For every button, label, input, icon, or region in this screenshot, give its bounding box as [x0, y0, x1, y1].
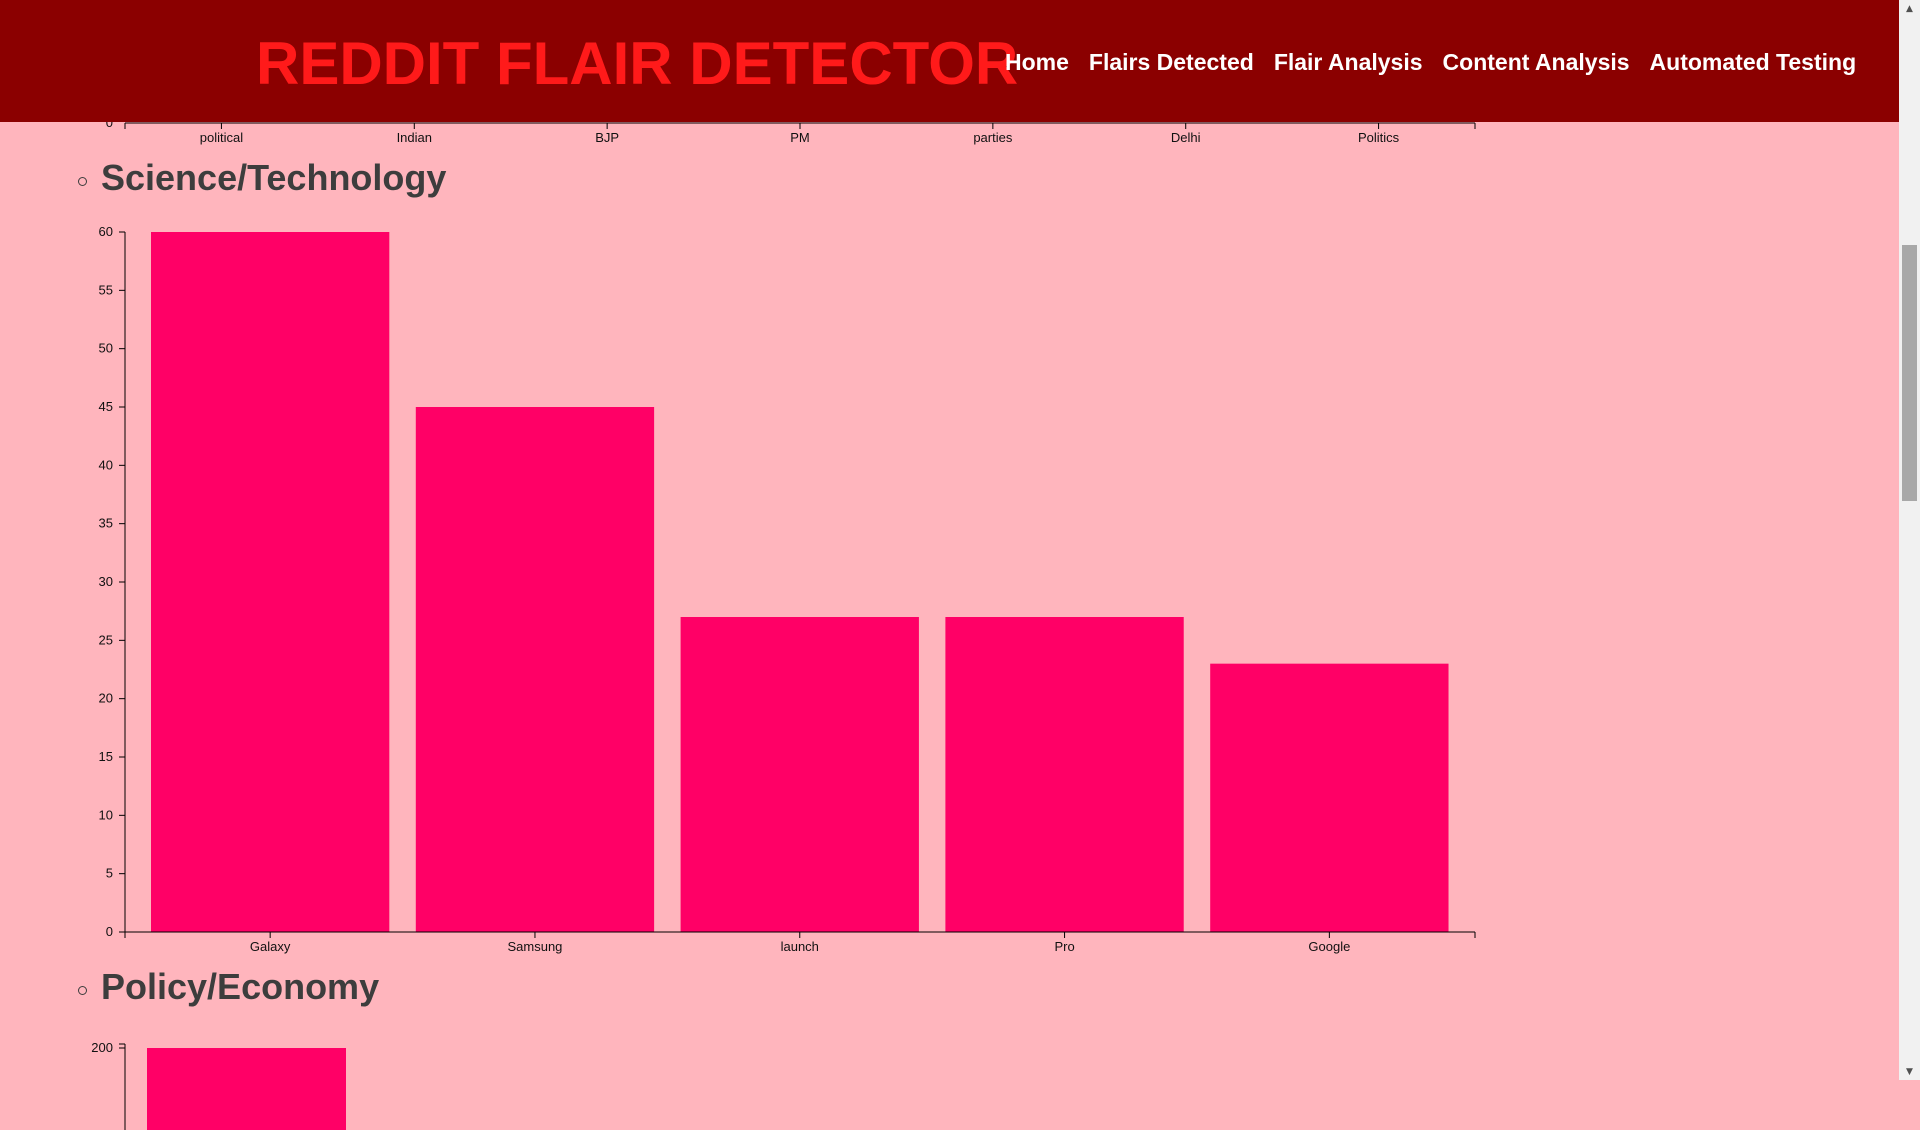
x-tick-label: parties [973, 130, 1013, 145]
x-tick-label: Indian [397, 130, 432, 145]
bullet-circle-icon [78, 176, 87, 186]
vertical-scrollbar[interactable]: ▲ ▼ [1899, 0, 1920, 1080]
bar-galaxy [151, 232, 390, 932]
scrollbar-thumb[interactable] [1902, 245, 1917, 501]
x-tick-label: Galaxy [250, 939, 291, 954]
y-tick-label: 0 [106, 924, 113, 939]
y-tick-label: 0 [106, 115, 113, 130]
section-heading-policy-economy: Policy/Economy [78, 965, 379, 1009]
y-tick-label: 10 [99, 807, 113, 822]
x-tick-label: Politics [1358, 130, 1400, 145]
x-tick-label: PM [790, 130, 810, 145]
nav-link-flairs-detected[interactable]: Flairs Detected [1088, 49, 1254, 75]
scroll-down-arrow-icon[interactable]: ▼ [1906, 1066, 1913, 1077]
y-tick-label: 30 [99, 574, 113, 589]
y-tick-label: 35 [99, 516, 113, 531]
y-tick-label: 25 [99, 632, 113, 647]
bar-launch [680, 617, 919, 932]
nav-link-automated-testing[interactable]: Automated Testing [1649, 49, 1857, 75]
nav-link-content-analysis[interactable]: Content Analysis [1442, 49, 1630, 75]
policy-economy-word-chart: 200 [91, 1040, 346, 1130]
y-tick-label: 50 [99, 341, 113, 356]
x-tick-label: launch [781, 939, 819, 954]
bar-pro [945, 617, 1184, 932]
bar-google [1210, 663, 1449, 932]
section-heading-science-technology: Science/Technology [78, 156, 446, 200]
bullet-circle-icon [78, 985, 87, 995]
page-content: political Indian BJP PM parties Delhi Politics… [78, 115, 1476, 1130]
site-title: REDDIT FLAIR DETECTOR [256, 30, 1019, 97]
y-tick-label: 55 [99, 282, 113, 297]
y-tick-label: 200 [91, 1040, 113, 1055]
x-tick-label: Delhi [1171, 130, 1201, 145]
site-header: REDDIT FLAIR DETECTOR Home Flairs Detect… [0, 0, 1899, 122]
x-tick-label: Google [1308, 939, 1350, 954]
y-tick-label: 15 [99, 749, 113, 764]
politics-word-chart: political Indian BJP PM parties Delhi Politics… [106, 115, 1476, 145]
y-tick-label: 20 [99, 691, 113, 706]
science-technology-word-chart: 0 5 10 15 20 25 30 35 40 45 50 55 60 Galaxy Samsung lau… [99, 224, 1476, 954]
x-tick-label: Pro [1054, 939, 1074, 954]
y-tick-label: 45 [99, 399, 113, 414]
nav-link-flair-analysis[interactable]: Flair Analysis [1273, 49, 1423, 75]
section-heading-text: Science/Technology [101, 157, 447, 198]
x-tick-label: political [200, 130, 243, 145]
y-tick-label: 60 [99, 224, 113, 239]
y-tick-label: 40 [99, 457, 113, 472]
x-tick-label: BJP [595, 130, 619, 145]
bar-samsung [415, 407, 655, 932]
bar-first [147, 1048, 346, 1130]
section-heading-text: Policy/Economy [101, 966, 380, 1007]
main-nav: Home Flairs Detected Flair Analysis Cont… [1005, 46, 1856, 78]
nav-link-home[interactable]: Home [1005, 49, 1069, 75]
x-tick-label: Samsung [507, 939, 562, 954]
y-tick-label: 5 [106, 866, 113, 881]
scroll-up-arrow-icon[interactable]: ▲ [1906, 3, 1913, 14]
